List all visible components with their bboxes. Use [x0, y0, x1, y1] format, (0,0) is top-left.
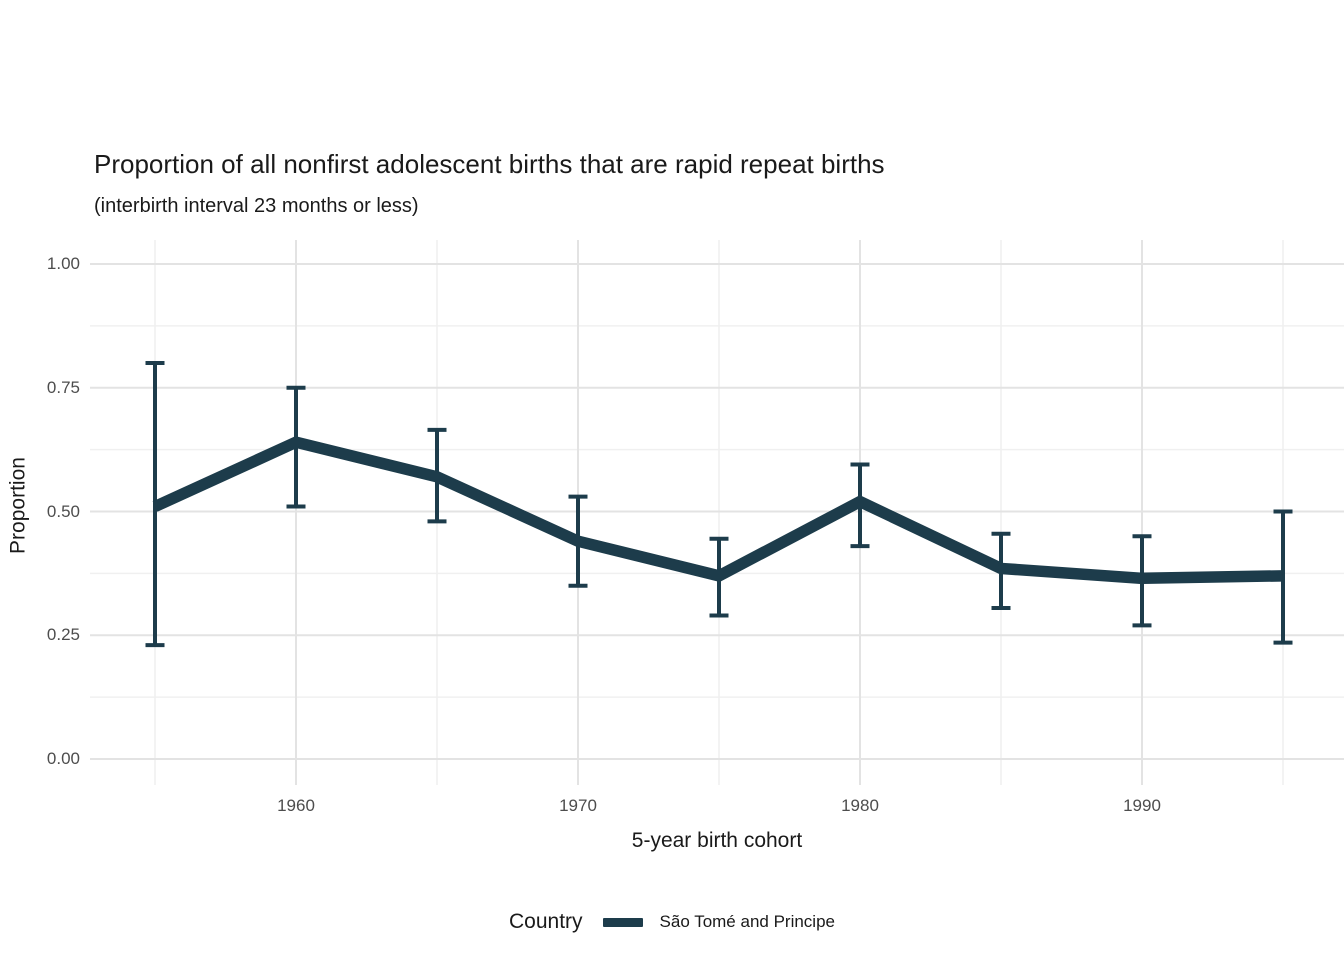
x-tick-label: 1970: [559, 796, 597, 815]
y-tick-label: 0.50: [46, 501, 80, 521]
data-line: [152, 436, 1284, 585]
legend-title: Country: [509, 910, 583, 933]
y-axis-title: Proportion: [6, 457, 30, 554]
x-tick-label: 1960: [277, 796, 315, 815]
y-tick-label: 0.25: [46, 625, 80, 645]
chart-subtitle: (interbirth interval 23 months or less): [94, 195, 419, 217]
y-tick-label: 0.00: [46, 749, 80, 768]
legend-key-swatch: [602, 917, 643, 927]
chart-title: Proportion of all nonfirst adolescent bi…: [94, 149, 885, 179]
x-tick-label: 1990: [1123, 796, 1161, 815]
legend: Country São Tomé and Principe: [0, 901, 1344, 943]
legend-item-label: São Tomé and Principe: [659, 912, 835, 931]
x-axis-title: 5-year birth cohort: [631, 829, 803, 852]
y-tick-label: 0.75: [46, 377, 80, 397]
x-tick-label: 1980: [841, 796, 879, 815]
y-tick-label: 1.00: [46, 254, 80, 273]
